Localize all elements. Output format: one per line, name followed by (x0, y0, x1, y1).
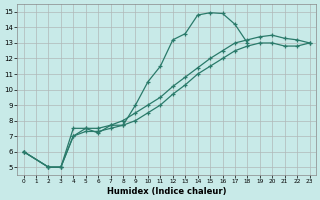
X-axis label: Humidex (Indice chaleur): Humidex (Indice chaleur) (107, 187, 226, 196)
